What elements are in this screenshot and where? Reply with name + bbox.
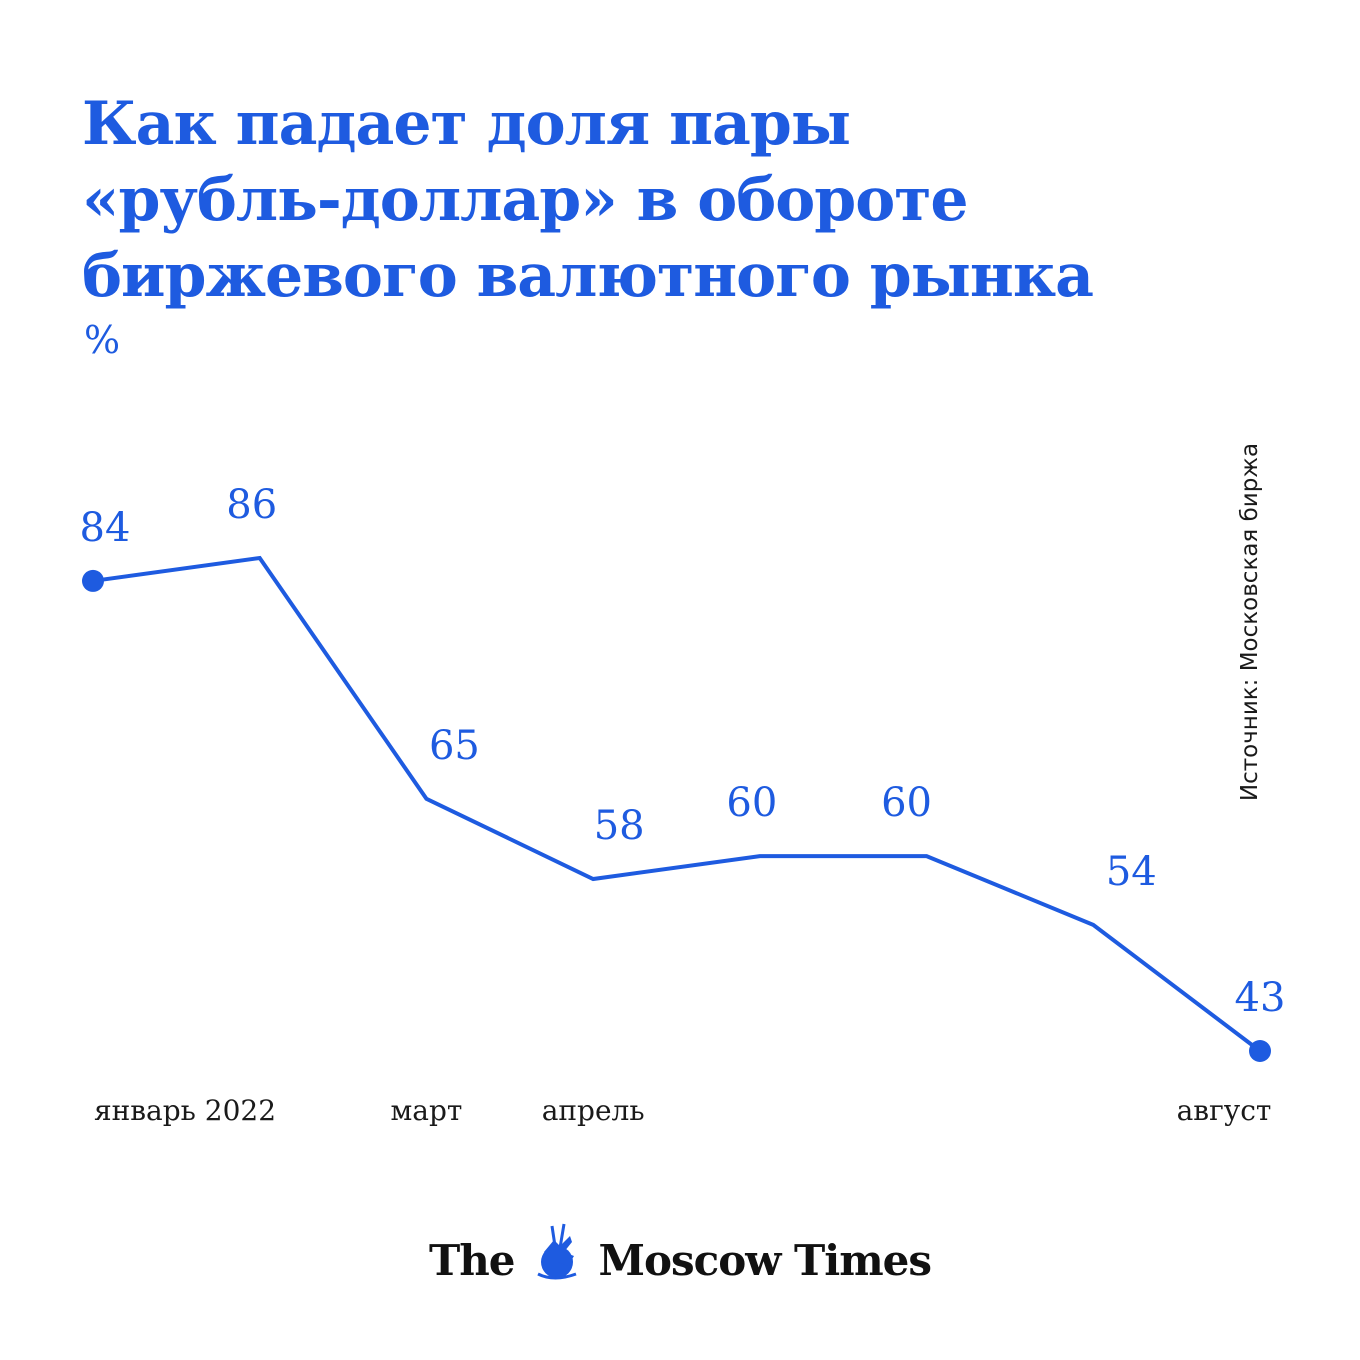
chart-title: Как падает доля пары «рубль-доллар» в об… — [82, 86, 1232, 314]
logo-word-moscow-times: Moscow Times — [598, 1235, 932, 1285]
unit-label: % — [84, 318, 121, 362]
moscow-times-logo: The Moscow Times — [0, 1222, 1360, 1298]
logo-word-the: The — [428, 1235, 516, 1285]
st-george-emblem-icon — [524, 1222, 590, 1298]
data-label: 54 — [1106, 849, 1157, 895]
x-tick-label: апрель — [542, 1094, 645, 1127]
data-label: 65 — [429, 723, 480, 769]
title-line: Как падает доля пары — [82, 89, 851, 159]
data-point-marker — [82, 569, 104, 592]
series-line — [91, 555, 1262, 1053]
data-label: 84 — [80, 505, 131, 551]
data-label: 58 — [594, 803, 645, 849]
title-line: биржевого валютного рынка — [82, 241, 1094, 311]
x-tick-label: август — [1177, 1094, 1272, 1127]
data-label: 60 — [881, 780, 932, 826]
data-point-marker — [1249, 1040, 1271, 1062]
x-tick-label: январь 2022 — [94, 1094, 276, 1127]
data-label: 43 — [1235, 975, 1286, 1021]
line-chart: 84 86 65 58 60 60 54 43 январь 2022 март апрель авг… — [80, 482, 1286, 1127]
data-label: 60 — [726, 780, 777, 826]
x-tick-label: март — [390, 1094, 462, 1127]
data-label: 86 — [226, 482, 277, 528]
title-line: «рубль-доллар» в обороте — [82, 165, 969, 235]
